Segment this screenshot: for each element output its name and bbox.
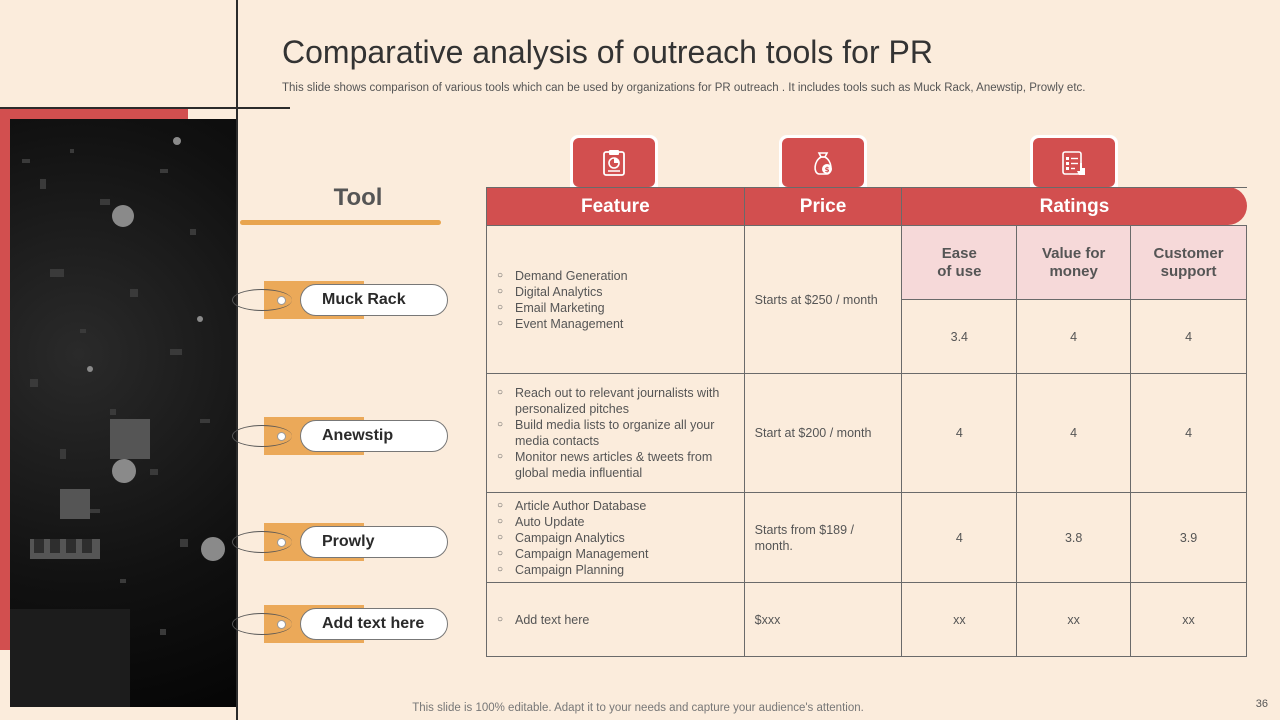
feature-cell: Demand Generation Digital Analytics Emai… [486, 225, 745, 374]
price-cell: Start at $200 / month [743, 373, 903, 493]
tag-hole [277, 432, 286, 441]
feature-item: Build media lists to organize all your m… [497, 417, 734, 449]
tag-hole [277, 620, 286, 629]
feature-item: Demand Generation [497, 268, 734, 284]
feature-item: Event Management [497, 316, 734, 332]
rating-header-line: Value for [1041, 244, 1106, 262]
circuit-board-photo [10, 119, 238, 707]
feature-cell: Add text here [486, 582, 745, 657]
footer-note: This slide is 100% editable. Adapt it to… [412, 702, 864, 714]
price-cell: Starts from $189 / month. [743, 492, 903, 583]
feature-cell: Reach out to relevant journalists with p… [486, 373, 745, 493]
rating-header-line: of use [937, 262, 982, 280]
tag-hole [277, 538, 286, 547]
svg-text:$: $ [825, 166, 830, 174]
feature-item: Campaign Management [497, 546, 734, 562]
tag-string [232, 613, 292, 635]
page-subtitle: This slide shows comparison of various t… [282, 82, 1086, 94]
tag-hole [277, 296, 286, 305]
ratings-icon-tab [1030, 135, 1118, 187]
price-cell: Starts at $250 / month [743, 225, 903, 374]
rating-header-line: Ease [941, 244, 977, 262]
table-row: Add text here $xxx xx xx xx [486, 582, 1247, 657]
rating-cell: 4 [1016, 373, 1132, 493]
feature-cell: Article Author Database Auto Update Camp… [486, 492, 745, 583]
clipboard-chart-icon [603, 149, 625, 176]
tool-label: Prowly [300, 526, 448, 558]
feature-item: Reach out to relevant journalists with p… [497, 385, 734, 417]
feature-item: Email Marketing [497, 300, 734, 316]
money-bag-icon: $ [814, 151, 832, 175]
rating-cell: 4 [901, 492, 1018, 583]
feature-item: Campaign Analytics [497, 530, 734, 546]
rating-cell: 4 [901, 373, 1018, 493]
rating-cell: xx [1130, 582, 1247, 657]
tool-label: Anewstip [300, 420, 448, 452]
rating-cell: 3.9 [1130, 492, 1247, 583]
rating-cell: 3.8 [1016, 492, 1132, 583]
rating-header-line: money [1049, 262, 1098, 280]
horizontal-divider [0, 107, 290, 109]
tool-heading: Tool [333, 184, 383, 211]
rating-cell: 4 [1130, 373, 1247, 493]
tool-underline [240, 220, 441, 225]
feature-icon-tab [570, 135, 658, 187]
rating-cell: 4 [1130, 299, 1247, 374]
table-row: Article Author Database Auto Update Camp… [486, 492, 1247, 583]
tag-string [232, 531, 292, 553]
feature-item: Add text here [497, 612, 734, 628]
feature-item: Auto Update [497, 514, 734, 530]
checklist-icon [1062, 150, 1085, 175]
page-number: 36 [1255, 698, 1268, 710]
rating-cell: 3.4 [901, 299, 1018, 374]
price-cell: $xxx [743, 582, 903, 657]
rating-cell: 4 [1016, 299, 1132, 374]
tool-label: Add text here [300, 608, 448, 640]
tag-string [232, 289, 292, 311]
vertical-divider [236, 0, 238, 720]
rating-header-support: Customer support [1130, 225, 1247, 300]
feature-item: Campaign Planning [497, 562, 734, 578]
feature-item: Digital Analytics [497, 284, 734, 300]
price-icon-tab: $ [779, 135, 867, 187]
tag-string [232, 425, 292, 447]
table-header-row: Feature Price Ratings [486, 187, 1247, 226]
table-row: Demand Generation Digital Analytics Emai… [486, 225, 1247, 374]
ratings-header: Ratings [901, 187, 1247, 226]
page-title: Comparative analysis of outreach tools f… [282, 34, 933, 70]
table-row: Reach out to relevant journalists with p… [486, 373, 1247, 493]
price-header: Price [743, 187, 903, 226]
rating-cell: xx [901, 582, 1018, 657]
comparison-table: Feature Price Ratings Demand Generation … [486, 187, 1247, 657]
feature-item: Monitor news articles & tweets from glob… [497, 449, 734, 481]
feature-item: Article Author Database [497, 498, 734, 514]
rating-header-value: Value for money [1016, 225, 1132, 300]
rating-cell: xx [1016, 582, 1132, 657]
rating-header-ease: Ease of use [901, 225, 1018, 300]
rating-header-line: support [1160, 262, 1217, 280]
table-row: 3.4 4 4 [487, 299, 1247, 374]
feature-header: Feature [486, 187, 745, 226]
tool-label: Muck Rack [300, 284, 448, 316]
rating-header-line: Customer [1153, 244, 1224, 262]
